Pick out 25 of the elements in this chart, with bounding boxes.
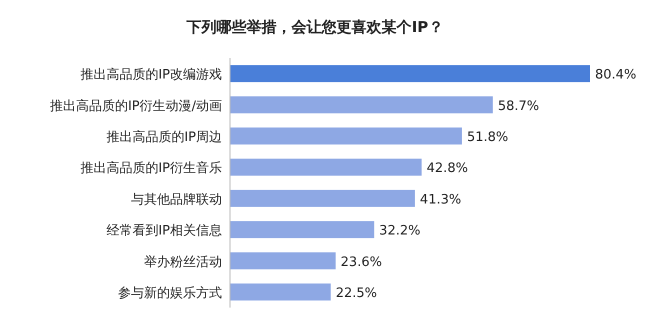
data-label: 42.8% <box>426 161 468 176</box>
bar <box>230 65 590 82</box>
y-tick-label: 举办粉丝活动 <box>144 254 222 270</box>
bar <box>230 284 331 300</box>
data-label: 22.5% <box>336 286 378 301</box>
y-tick-label: 推出高品质的IP衍生动漫/动画 <box>50 98 222 114</box>
y-tick-label: 推出高品质的IP衍生音乐 <box>80 160 222 176</box>
data-label: 41.3% <box>420 192 462 208</box>
y-tick-label: 经常看到IP相关信息 <box>106 224 222 239</box>
bar <box>230 252 336 270</box>
data-label: 80.4% <box>595 68 636 83</box>
bar <box>230 221 374 238</box>
bar <box>230 190 415 207</box>
y-tick-label: 与其他品牌联动 <box>131 192 222 208</box>
data-label: 23.6% <box>340 254 382 270</box>
bar <box>230 128 462 144</box>
data-label: 51.8% <box>466 130 508 145</box>
chart-title: 下列哪些举措，会让您更喜欢某个IP？ <box>186 18 444 36</box>
y-tick-label: 参与新的娱乐方式 <box>118 285 222 301</box>
data-label: 58.7% <box>498 98 540 114</box>
y-tick-label: 推出高品质的IP改编游戏 <box>80 66 222 83</box>
bar <box>230 96 493 114</box>
data-label: 32.2% <box>379 224 420 239</box>
bar <box>230 158 422 176</box>
y-tick-label: 推出高品质的IP周边 <box>106 129 222 145</box>
